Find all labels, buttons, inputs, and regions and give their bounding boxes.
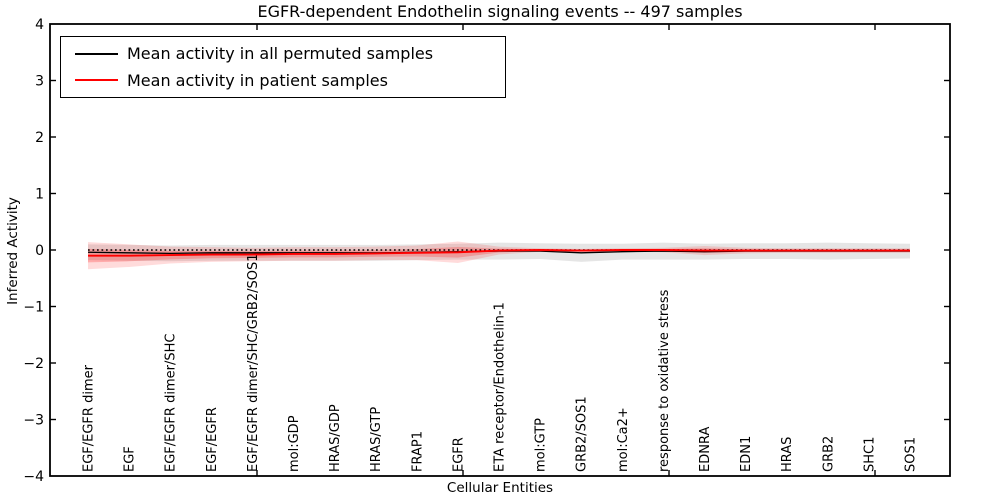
x-category-label: FRAP1 [410,431,425,472]
x-category-label: ETA receptor/Endothelin-1 [493,302,508,472]
x-category-label: EGFR [451,437,466,472]
x-category-label: EGF/EGFR dimer/SHC/GRB2/SOS1 [246,254,261,473]
x-category-label: EGF [123,446,138,472]
x-category-label: mol:GTP [534,418,549,472]
x-category-label: EGF/EGFR dimer [82,364,97,472]
x-category-label: EGF/EGFR dimer/SHC [164,334,179,472]
y-tick-label: 2 [35,130,44,146]
x-category-label: response to oxidative stress [657,289,672,472]
x-category-label: SHC1 [862,437,877,472]
y-tick-label: 1 [35,187,44,203]
chart-title: EGFR-dependent Endothelin signaling even… [257,2,743,21]
x-category-label: HRAS/GTP [369,407,384,472]
x-category-label: HRAS/GDP [328,404,343,472]
patient-line-swatch [75,79,118,82]
y-tick-label: −4 [23,469,44,485]
legend-label-patient: Mean activity in patient samples [127,70,388,90]
legend-item-permuted: Mean activity in all permuted samples [61,45,505,63]
permuted-line-swatch [75,52,118,55]
y-axis-title: Inferred Activity [5,197,21,305]
band-series1-0 [88,241,910,270]
legend: Mean activity in all permuted samples Me… [60,36,506,98]
x-category-label: SOS1 [904,437,919,472]
x-category-label: EDNRA [698,427,713,472]
x-category-label: mol:Ca2+ [616,407,631,472]
x-category-label: GRB2/SOS1 [575,396,590,472]
x-category-label: HRAS [780,437,795,472]
y-tick-label: 0 [35,243,44,259]
y-tick-label: 3 [35,74,44,90]
y-tick-label: −3 [23,413,44,429]
y-tick-label: 4 [35,17,44,33]
y-tick-label: −2 [23,356,44,372]
x-category-label: GRB2 [821,436,836,472]
x-category-label: mol:GDP [287,415,302,472]
legend-item-patient: Mean activity in patient samples [61,70,505,90]
x-category-label: EGF/EGFR [205,407,220,472]
band-series0-0 [88,242,910,262]
y-tick-label: −1 [23,300,44,316]
x-axis-title: Cellular Entities [446,480,554,496]
series-line-1 [88,249,910,257]
x-category-label: EDN1 [739,436,754,472]
legend-label-permuted: Mean activity in all permuted samples [127,43,434,63]
